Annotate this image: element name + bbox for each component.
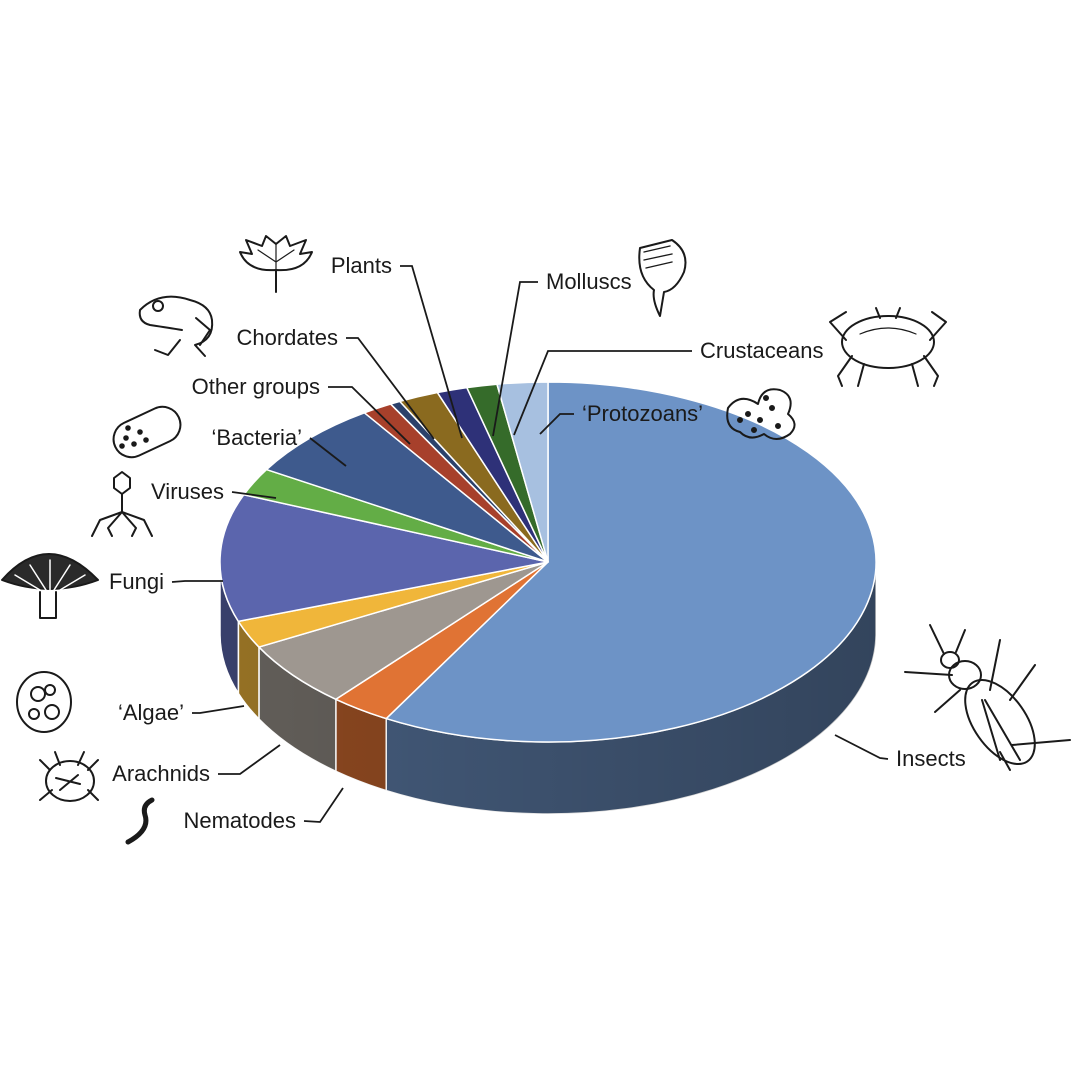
virus-icon <box>91 471 153 537</box>
mushroom-icon <box>1 553 99 619</box>
slice-label-viruses: Viruses <box>151 479 224 504</box>
slice-label-protozoans: ‘Protozoans’ <box>582 401 703 426</box>
leader-line-arachnids <box>218 744 281 775</box>
leaf-icon <box>239 235 313 293</box>
slice-fungi <box>219 493 549 623</box>
slice-label-crustaceans: Crustaceans <box>700 338 824 363</box>
slice-label-molluscs: Molluscs <box>546 269 632 294</box>
leader-line-nematodes <box>303 787 344 823</box>
leader-line-chordates <box>346 337 435 440</box>
bacterium-icon <box>112 405 182 459</box>
slice-label-fungi: Fungi <box>109 569 164 594</box>
leader-line-protozoans <box>539 413 574 435</box>
slice-label-insects: Insects <box>896 746 966 771</box>
slice-arachnids <box>258 561 549 701</box>
slice-label-other-groups: Other groups <box>192 374 320 399</box>
frog-icon <box>138 295 214 357</box>
slice-label-chordates: Chordates <box>236 325 338 350</box>
leader-line-algae <box>192 705 245 714</box>
slice-protozoans <box>496 381 549 563</box>
leader-line-bacteria <box>309 437 347 467</box>
crab-icon <box>829 307 947 387</box>
leader-line-plants <box>400 265 463 439</box>
slice-label-plants: Plants <box>331 253 392 278</box>
leader-line-other-groups <box>328 386 411 445</box>
leader-line-insects <box>834 734 889 760</box>
slice-label-arachnids: Arachnids <box>112 761 210 786</box>
slice-label-nematodes: Nematodes <box>183 808 296 833</box>
leader-line-viruses <box>231 491 277 499</box>
leader-line-molluscs <box>492 281 538 437</box>
slice-label-algae: ‘Algae’ <box>118 700 184 725</box>
shell-icon <box>638 239 687 317</box>
slice-insects <box>385 381 877 743</box>
mite-icon <box>39 751 99 802</box>
leader-line-crustaceans <box>513 350 692 436</box>
worm-icon <box>125 797 155 845</box>
alga-icon <box>16 671 72 733</box>
slice-label-bacteria: ‘Bacteria’ <box>212 425 302 450</box>
beetle-icon <box>904 624 1071 771</box>
leader-line-fungi <box>171 580 223 583</box>
amoeba-icon <box>726 388 796 440</box>
